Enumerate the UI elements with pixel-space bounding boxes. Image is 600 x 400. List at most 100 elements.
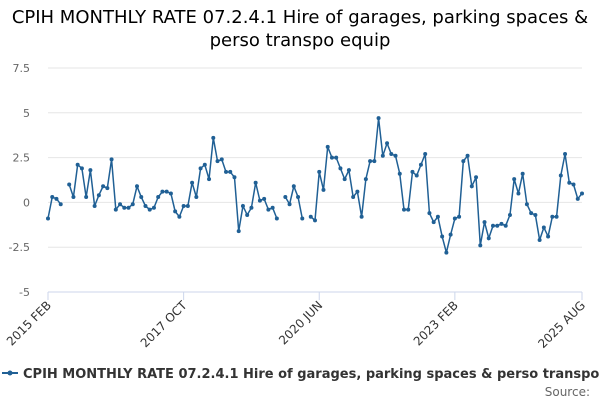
data-point[interactable] <box>435 214 440 219</box>
data-point[interactable] <box>491 223 495 228</box>
data-point[interactable] <box>75 162 80 167</box>
data-point[interactable] <box>465 153 470 158</box>
data-point[interactable] <box>355 189 360 194</box>
legend[interactable]: CPIH MONTHLY RATE 07.2.4.1 Hire of garag… <box>2 367 600 382</box>
data-point[interactable] <box>440 234 445 239</box>
data-point[interactable] <box>580 191 584 196</box>
data-point[interactable] <box>351 195 356 200</box>
data-point[interactable] <box>448 232 453 237</box>
data-point[interactable] <box>512 177 517 182</box>
data-point[interactable] <box>274 216 279 221</box>
data-point[interactable] <box>84 195 89 200</box>
data-point[interactable] <box>50 195 55 200</box>
data-point[interactable] <box>287 202 292 207</box>
data-point[interactable] <box>130 202 135 207</box>
data-point[interactable] <box>236 229 241 234</box>
data-point[interactable] <box>575 196 580 201</box>
data-point[interactable] <box>325 144 330 149</box>
data-point[interactable] <box>151 205 156 210</box>
data-point[interactable] <box>181 203 186 208</box>
data-point[interactable] <box>313 218 317 223</box>
data-point[interactable] <box>67 182 72 187</box>
data-point[interactable] <box>109 157 114 162</box>
data-point[interactable] <box>58 202 63 207</box>
data-point[interactable] <box>541 225 546 230</box>
data-point[interactable] <box>207 177 212 182</box>
data-point[interactable] <box>317 169 322 174</box>
data-point[interactable] <box>368 159 373 164</box>
data-point[interactable] <box>342 177 347 182</box>
data-point[interactable] <box>300 216 305 221</box>
data-point[interactable] <box>321 187 326 192</box>
data-point[interactable] <box>198 166 203 171</box>
data-point[interactable] <box>156 195 161 200</box>
data-point[interactable] <box>228 169 233 174</box>
data-point[interactable] <box>363 177 368 182</box>
data-point[interactable] <box>126 205 131 210</box>
data-point[interactable] <box>249 205 254 210</box>
data-point[interactable] <box>418 162 423 167</box>
data-point[interactable] <box>537 238 542 243</box>
data-point[interactable] <box>194 195 199 200</box>
data-point[interactable] <box>558 173 563 178</box>
data-point[interactable] <box>524 202 529 207</box>
data-point[interactable] <box>46 216 50 221</box>
data-point[interactable] <box>406 207 411 212</box>
data-point[interactable] <box>346 168 351 173</box>
data-point[interactable] <box>96 193 101 198</box>
data-point[interactable] <box>257 198 262 203</box>
data-point[interactable] <box>143 203 148 208</box>
data-point[interactable] <box>219 157 224 162</box>
data-point[interactable] <box>486 236 491 241</box>
data-point[interactable] <box>296 195 301 200</box>
data-point[interactable] <box>147 207 152 212</box>
data-point[interactable] <box>270 205 275 210</box>
legend-item-label[interactable]: CPIH MONTHLY RATE 07.2.4.1 Hire of garag… <box>23 367 600 382</box>
data-point[interactable] <box>393 153 398 158</box>
data-point[interactable] <box>495 223 500 228</box>
data-point[interactable] <box>397 171 402 176</box>
data-point[interactable] <box>79 166 84 171</box>
data-point[interactable] <box>461 159 466 164</box>
data-point[interactable] <box>173 209 178 214</box>
data-point[interactable] <box>101 184 106 189</box>
data-point[interactable] <box>71 195 76 200</box>
data-point[interactable] <box>474 175 479 180</box>
data-point[interactable] <box>88 168 93 173</box>
data-point[interactable] <box>529 211 534 216</box>
data-point[interactable] <box>253 180 258 185</box>
data-point[interactable] <box>262 196 267 201</box>
data-point[interactable] <box>402 207 406 212</box>
data-point[interactable] <box>423 152 428 157</box>
data-point[interactable] <box>563 152 568 157</box>
data-point[interactable] <box>554 214 559 219</box>
data-point[interactable] <box>329 155 334 160</box>
data-point[interactable] <box>385 141 390 146</box>
data-point[interactable] <box>389 152 394 157</box>
data-point[interactable] <box>185 203 190 208</box>
data-point[interactable] <box>224 169 228 174</box>
data-point[interactable] <box>177 214 182 219</box>
data-point[interactable] <box>567 180 572 185</box>
data-point[interactable] <box>160 189 165 194</box>
data-point[interactable] <box>283 195 288 200</box>
data-point[interactable] <box>427 211 432 216</box>
data-point[interactable] <box>308 214 313 219</box>
data-point[interactable] <box>105 186 110 191</box>
data-point[interactable] <box>380 153 385 158</box>
data-point[interactable] <box>113 207 118 212</box>
data-point[interactable] <box>54 196 59 201</box>
data-point[interactable] <box>266 207 271 212</box>
data-point[interactable] <box>168 191 173 196</box>
data-point[interactable] <box>469 184 474 189</box>
data-point[interactable] <box>550 214 555 219</box>
data-point[interactable] <box>215 159 220 164</box>
data-point[interactable] <box>431 220 436 225</box>
data-point[interactable] <box>359 214 364 219</box>
data-point[interactable] <box>291 184 296 189</box>
data-point[interactable] <box>232 175 237 180</box>
data-point[interactable] <box>122 205 127 210</box>
data-point[interactable] <box>478 243 483 248</box>
data-point[interactable] <box>245 212 250 217</box>
data-point[interactable] <box>533 212 538 217</box>
